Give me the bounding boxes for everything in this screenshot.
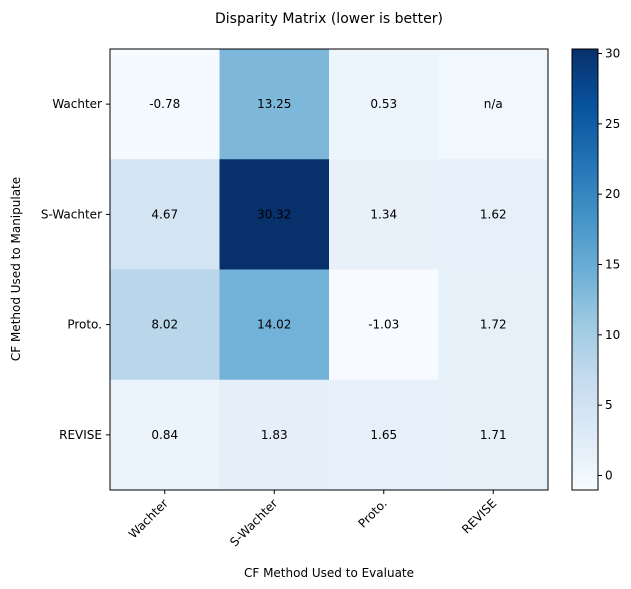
y-axis: Wachter S-Wachter Proto. REVISE bbox=[41, 97, 110, 442]
x-tick-label: S-Wachter bbox=[227, 496, 280, 549]
plot-frame bbox=[109, 48, 549, 491]
colorbar-tick-label: 10 bbox=[605, 328, 620, 342]
cell-value-label: -0.78 bbox=[149, 97, 180, 111]
heatmap-cell bbox=[329, 49, 439, 160]
y-tick-label: Proto. bbox=[67, 318, 102, 332]
heatmap-cell bbox=[438, 49, 549, 160]
x-tick-label: REVISE bbox=[459, 496, 499, 536]
cell-value-label: 1.62 bbox=[480, 207, 507, 221]
cell-value-label: 30.32 bbox=[257, 207, 291, 221]
colorbar-tick-label: 0 bbox=[605, 469, 613, 483]
cell-value-label: 8.02 bbox=[151, 318, 178, 332]
x-axis-label: CF Method Used to Evaluate bbox=[244, 566, 414, 580]
heatmap-cell bbox=[438, 269, 549, 381]
y-tick-label: S-Wachter bbox=[41, 207, 102, 221]
chart-title: Disparity Matrix (lower is better) bbox=[215, 11, 443, 27]
colorbar-tick-label: 30 bbox=[605, 47, 620, 61]
x-tick-label: Wachter bbox=[126, 496, 171, 541]
heatmap-cell bbox=[110, 49, 220, 160]
heatmap-cell bbox=[219, 269, 330, 381]
heatmap-cell bbox=[438, 159, 549, 270]
heatmap-cell bbox=[110, 379, 220, 491]
heatmap-cells: -0.78 13.25 0.53 n/a 4.67 30.32 1.34 1.62 8.02 14… bbox=[110, 49, 549, 491]
y-tick-label: REVISE bbox=[59, 428, 102, 442]
cell-value-label: 14.02 bbox=[257, 318, 291, 332]
colorbar-bar bbox=[571, 48, 599, 491]
y-axis-label: CF Method Used to Manipulate bbox=[9, 177, 23, 361]
x-axis: Wachter S-Wachter Proto. REVISE bbox=[126, 490, 499, 549]
cell-value-label: 4.67 bbox=[151, 207, 178, 221]
heatmap-cell bbox=[329, 159, 439, 270]
colorbar-tick-label: 15 bbox=[605, 258, 620, 272]
cell-value-label: 1.72 bbox=[480, 318, 507, 332]
cell-value-label: -1.03 bbox=[368, 318, 399, 332]
heatmap-cell bbox=[110, 159, 220, 270]
heatmap-cell bbox=[438, 379, 549, 491]
colorbar-tick-label: 5 bbox=[605, 398, 613, 412]
heatmap-cell bbox=[110, 269, 220, 381]
heatmap-cell bbox=[219, 49, 330, 160]
colorbar-tick-label: 25 bbox=[605, 117, 620, 131]
colorbar-tick-label: 20 bbox=[605, 187, 620, 201]
cell-value-label: 0.53 bbox=[370, 97, 397, 111]
y-tick-label: Wachter bbox=[52, 97, 102, 111]
heatmap-cell bbox=[329, 269, 439, 381]
cell-value-label: 1.71 bbox=[480, 428, 507, 442]
x-tick-label: Proto. bbox=[355, 496, 389, 530]
heatmap-cell bbox=[219, 159, 330, 270]
colorbar: 0 5 10 15 20 25 30 bbox=[571, 47, 620, 491]
cell-value-label: 13.25 bbox=[257, 97, 291, 111]
cell-value-label: 0.84 bbox=[151, 428, 178, 442]
heatmap-cell bbox=[219, 379, 330, 491]
cell-value-label: 1.34 bbox=[370, 207, 397, 221]
cell-value-label: 1.65 bbox=[370, 428, 397, 442]
cell-value-label: n/a bbox=[484, 97, 503, 111]
cell-value-label: 1.83 bbox=[261, 428, 288, 442]
heatmap-cell bbox=[329, 379, 439, 491]
